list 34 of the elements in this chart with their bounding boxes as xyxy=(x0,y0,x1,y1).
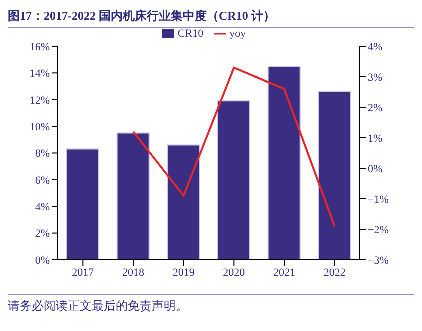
bar xyxy=(66,148,100,260)
y-tick-label: 10% xyxy=(30,121,50,134)
y-tick-label: 16% xyxy=(30,41,50,54)
y2-tick-label: 2% xyxy=(368,102,383,114)
bar xyxy=(318,91,352,260)
x-tick-label: 2019 xyxy=(172,266,196,279)
x-tick-label: 2020 xyxy=(223,266,246,279)
y2-tick-label: −1% xyxy=(368,194,389,206)
y2-tick-label: 4% xyxy=(368,41,383,54)
chart-title: 图17：2017-2022 国内机床行业集中度（CR10 计） xyxy=(8,8,414,28)
legend-label: yoy xyxy=(230,28,246,40)
bar xyxy=(218,100,250,260)
y2-tick-label: 1% xyxy=(368,132,383,145)
y-tick-label: 6% xyxy=(35,174,50,187)
y-tick-label: 2% xyxy=(35,228,50,240)
y2-tick-label: −3% xyxy=(368,254,389,267)
y2-tick-label: −2% xyxy=(368,224,389,236)
legend-label: CR10 xyxy=(178,28,204,40)
y2-tick-label: 0% xyxy=(368,163,383,176)
y-tick-label: 4% xyxy=(35,202,50,214)
x-tick-label: 2021 xyxy=(274,266,296,279)
x-tick-label: 2017 xyxy=(72,266,95,279)
y-tick-label: 14% xyxy=(30,68,50,80)
x-tick-label: 2022 xyxy=(324,266,346,279)
line-series xyxy=(132,66,336,228)
y-tick-label: 12% xyxy=(30,94,50,107)
y-tick-label: 0% xyxy=(35,254,50,267)
bar xyxy=(116,132,150,260)
y-tick-label: 8% xyxy=(35,148,50,160)
bar xyxy=(167,144,200,260)
bar xyxy=(268,66,301,260)
text: 请务必阅读正文最后的免责声明。 xyxy=(8,298,189,315)
y2-tick-label: 3% xyxy=(368,72,383,84)
x-tick-label: 2018 xyxy=(122,266,145,279)
